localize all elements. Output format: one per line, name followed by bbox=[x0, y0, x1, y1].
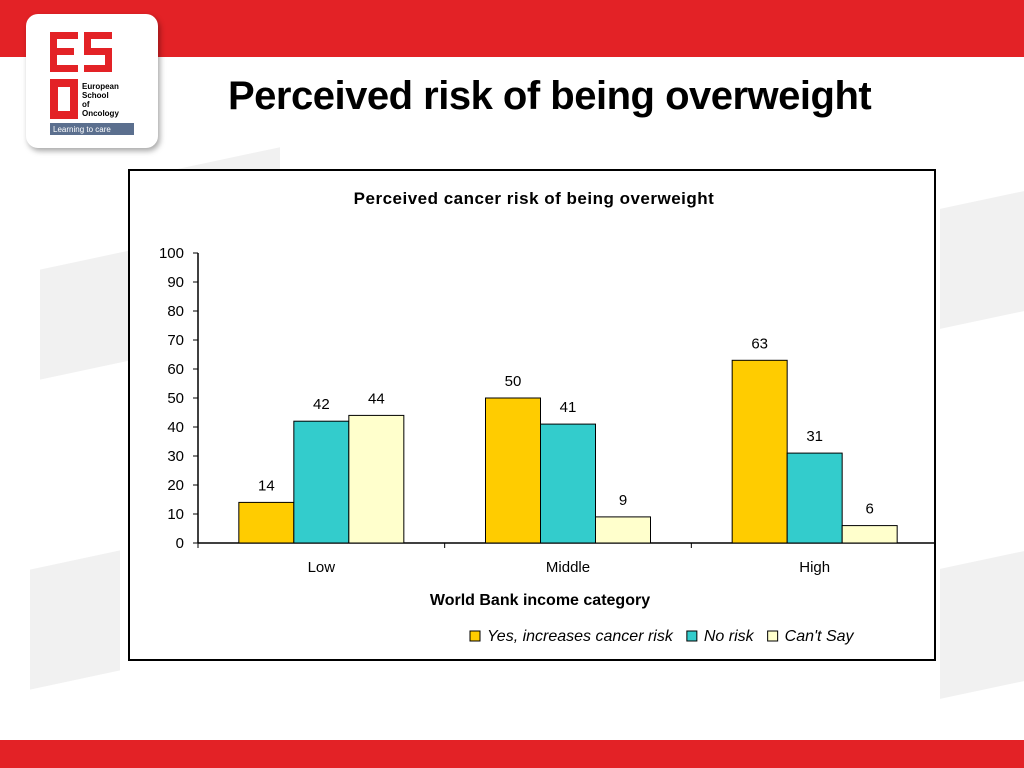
top-red-bar bbox=[0, 0, 1024, 57]
x-tick-label: High bbox=[799, 559, 830, 576]
legend-swatch bbox=[469, 630, 481, 642]
y-tick-label: 0 bbox=[176, 535, 184, 552]
data-label: 41 bbox=[560, 399, 577, 416]
background-tile bbox=[940, 551, 1024, 699]
bars bbox=[238, 359, 898, 544]
logo-name-line-2: School bbox=[82, 91, 109, 100]
bar bbox=[238, 501, 295, 544]
y-tick-label: 10 bbox=[167, 506, 184, 523]
chart-frame: Perceived cancer risk of being overweigh… bbox=[128, 169, 939, 661]
bar bbox=[293, 420, 350, 544]
legend-swatch bbox=[767, 630, 779, 642]
y-tick-label: 40 bbox=[167, 419, 184, 436]
bar bbox=[731, 359, 788, 544]
chart-title: Perceived cancer risk of being overweigh… bbox=[354, 189, 715, 208]
data-label: 63 bbox=[751, 335, 768, 352]
data-label: 6 bbox=[865, 501, 873, 518]
y-tick-label: 20 bbox=[167, 477, 184, 494]
bar bbox=[841, 525, 898, 544]
background-tile bbox=[40, 250, 130, 380]
bar bbox=[786, 452, 843, 544]
logo-name-line-1: European bbox=[82, 82, 119, 91]
slide-title: Perceived risk of being overweight bbox=[228, 74, 872, 118]
legend-label: Can't Say bbox=[785, 628, 855, 645]
x-tick-label: Middle bbox=[546, 559, 590, 576]
y-tick-label: 100 bbox=[159, 245, 184, 262]
legend: Yes, increases cancer risk No risk Can't S… bbox=[469, 628, 855, 645]
background-tile bbox=[30, 550, 120, 690]
logo-name-line-3: of bbox=[82, 100, 90, 109]
data-label: 14 bbox=[258, 477, 275, 494]
eso-logo: European School of Oncology Learning to … bbox=[26, 14, 158, 148]
bar-chart: Perceived cancer risk of being overweigh… bbox=[159, 189, 939, 645]
data-label: 42 bbox=[313, 396, 330, 413]
data-label: 31 bbox=[806, 428, 823, 445]
x-axis: Low Middle High bbox=[197, 542, 939, 576]
logo-tagline: Learning to care bbox=[53, 125, 111, 134]
y-axis: 0 10 20 30 40 50 60 70 80 90 100 bbox=[159, 245, 199, 552]
background-tile bbox=[940, 191, 1024, 329]
legend-swatch bbox=[686, 630, 698, 642]
data-label: 44 bbox=[368, 390, 385, 407]
eso-logo-mark: European School of Oncology Learning to … bbox=[50, 32, 134, 135]
data-label: 9 bbox=[619, 492, 627, 509]
bar bbox=[485, 397, 541, 544]
y-tick-label: 30 bbox=[167, 448, 184, 465]
data-label: 50 bbox=[505, 373, 522, 390]
legend-label: No risk bbox=[704, 628, 755, 645]
data-labels: 14 50 63 42 41 31 44 9 6 bbox=[258, 335, 874, 517]
y-tick-label: 50 bbox=[167, 390, 184, 407]
y-tick-label: 90 bbox=[167, 274, 184, 291]
bar bbox=[595, 516, 651, 544]
bottom-red-bar bbox=[0, 740, 1024, 768]
x-tick-label: Low bbox=[308, 559, 336, 576]
y-tick-label: 80 bbox=[167, 303, 184, 320]
y-tick-label: 60 bbox=[167, 361, 184, 378]
bar bbox=[348, 414, 405, 544]
x-axis-title: World Bank income category bbox=[430, 592, 650, 609]
y-tick-label: 70 bbox=[167, 332, 184, 349]
logo-name-line-4: Oncology bbox=[82, 109, 119, 118]
legend-label: Yes, increases cancer risk bbox=[487, 628, 674, 645]
bar bbox=[540, 423, 596, 544]
